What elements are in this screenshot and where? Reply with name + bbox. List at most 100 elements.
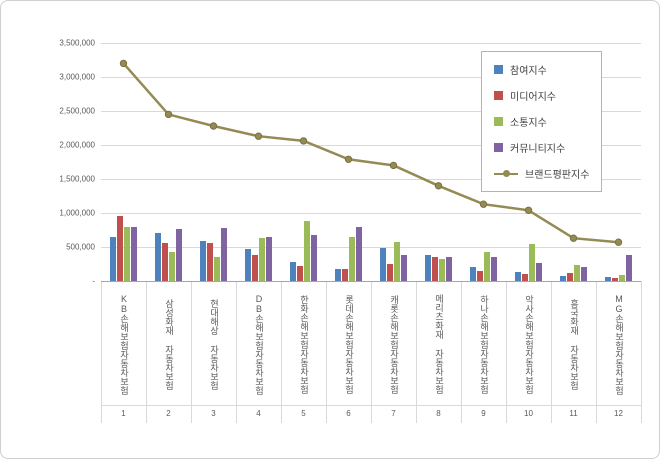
legend-swatch-미디어지수	[494, 91, 503, 100]
category-number: 4	[256, 409, 261, 418]
bar-커뮤니티지수	[130, 226, 137, 281]
y-tick-label: 1,500,000	[59, 174, 95, 184]
category-separator	[461, 281, 462, 423]
y-tick-label: 500,000	[66, 242, 95, 252]
category-number: 8	[436, 409, 441, 418]
bar-소통지수	[168, 251, 175, 281]
legend-entry: 브랜드평판지수	[494, 166, 589, 181]
bar-소통지수	[258, 238, 265, 281]
category-number: 6	[346, 409, 351, 418]
category-separator	[281, 281, 282, 423]
bar-커뮤니티지수	[220, 228, 227, 281]
category-separator	[146, 281, 147, 423]
bar-소통지수	[438, 259, 445, 281]
bar-커뮤니티지수	[175, 229, 182, 281]
category-separator	[506, 281, 507, 423]
bar-참여지수	[289, 262, 296, 281]
bar-소통지수	[573, 265, 580, 281]
bar-미디어지수	[521, 274, 528, 281]
category-separator	[551, 281, 552, 423]
category-label: 롯데손해보험자동차보험	[344, 294, 354, 394]
gridline	[101, 213, 641, 214]
bar-소통지수	[618, 275, 625, 281]
gridline	[101, 247, 641, 248]
category-label: 흥국화재 자동차보험	[569, 298, 579, 390]
category-number: 11	[569, 409, 578, 418]
bar-참여지수	[604, 277, 611, 281]
bar-미디어지수	[341, 269, 348, 281]
category-label: 한화손해보험자동차보험	[299, 294, 309, 394]
category-label: 현대해상 자동차보험	[209, 298, 219, 390]
legend-entry: 소통지수	[494, 114, 589, 129]
category-label: MG손해보험자동차보험	[614, 293, 624, 395]
legend-label: 소통지수	[510, 118, 547, 129]
category-label: 삼성화재 자동차보험	[164, 298, 174, 390]
bar-미디어지수	[386, 264, 393, 281]
bar-참여지수	[244, 249, 251, 281]
bar-소통지수	[213, 257, 220, 281]
legend-line-swatch	[494, 169, 518, 178]
legend-marker	[503, 170, 510, 177]
category-label: 하나손해보험자동차보험	[479, 294, 489, 394]
category-number: 12	[614, 409, 623, 418]
category-separator	[416, 281, 417, 423]
x-axis-line	[101, 281, 641, 282]
y-tick-label: 1,000,000	[59, 208, 95, 218]
bar-커뮤니티지수	[400, 254, 407, 281]
bar-커뮤니티지수	[535, 262, 542, 281]
legend-swatch-소통지수	[494, 117, 503, 126]
bar-미디어지수	[611, 277, 618, 281]
category-number: 1	[121, 409, 126, 418]
category-separator	[236, 281, 237, 423]
bar-소통지수	[123, 226, 130, 281]
bar-커뮤니티지수	[490, 257, 497, 281]
bar-미디어지수	[206, 242, 213, 281]
bar-참여지수	[469, 267, 476, 281]
bar-참여지수	[199, 240, 206, 281]
y-tick-label: 3,500,000	[59, 38, 95, 48]
category-row-divider	[101, 405, 641, 406]
bar-미디어지수	[161, 242, 168, 281]
bar-참여지수	[379, 248, 386, 281]
legend-label: 미디어지수	[510, 92, 556, 103]
bar-미디어지수	[431, 257, 438, 281]
bar-참여지수	[424, 255, 431, 281]
category-number: 7	[391, 409, 396, 418]
category-label: 악사손해보험자동차보험	[524, 294, 534, 394]
bar-미디어지수	[476, 270, 483, 281]
legend-label: 커뮤니티지수	[510, 144, 566, 155]
bar-미디어지수	[296, 266, 303, 281]
y-tick-label: 3,000,000	[59, 72, 95, 82]
legend: 참여지수 미디어지수 소통지수 커뮤니티지수 브랜드평판지수	[481, 51, 603, 192]
category-label: DB손해보험자동차보험	[254, 293, 264, 395]
bar-커뮤니티지수	[310, 234, 317, 281]
category-label: 캐롯손해보험자동차보험	[389, 294, 399, 394]
bar-커뮤니티지수	[265, 236, 272, 281]
legend-swatch-커뮤니티지수	[494, 143, 503, 152]
category-number: 3	[211, 409, 216, 418]
bar-소통지수	[528, 244, 535, 281]
category-separator	[101, 281, 102, 423]
legend-swatch-참여지수	[494, 65, 503, 74]
category-label: KB손해보험자동차보험	[119, 293, 129, 395]
category-separator	[641, 281, 642, 423]
y-tick-label: 2,500,000	[59, 106, 95, 116]
bar-참여지수	[109, 236, 116, 281]
y-tick-label: 2,000,000	[59, 140, 95, 150]
category-separator	[371, 281, 372, 423]
category-separator	[191, 281, 192, 423]
bar-참여지수	[154, 233, 161, 281]
bar-소통지수	[348, 236, 355, 281]
bar-참여지수	[559, 276, 566, 281]
bar-소통지수	[303, 221, 310, 281]
bar-미디어지수	[116, 216, 123, 281]
category-separator	[326, 281, 327, 423]
category-number: 2	[166, 409, 171, 418]
category-separator	[596, 281, 597, 423]
category-number: 10	[524, 409, 533, 418]
bar-소통지수	[393, 241, 400, 281]
bar-미디어지수	[566, 272, 573, 281]
bar-커뮤니티지수	[580, 266, 587, 281]
bar-소통지수	[483, 251, 490, 281]
